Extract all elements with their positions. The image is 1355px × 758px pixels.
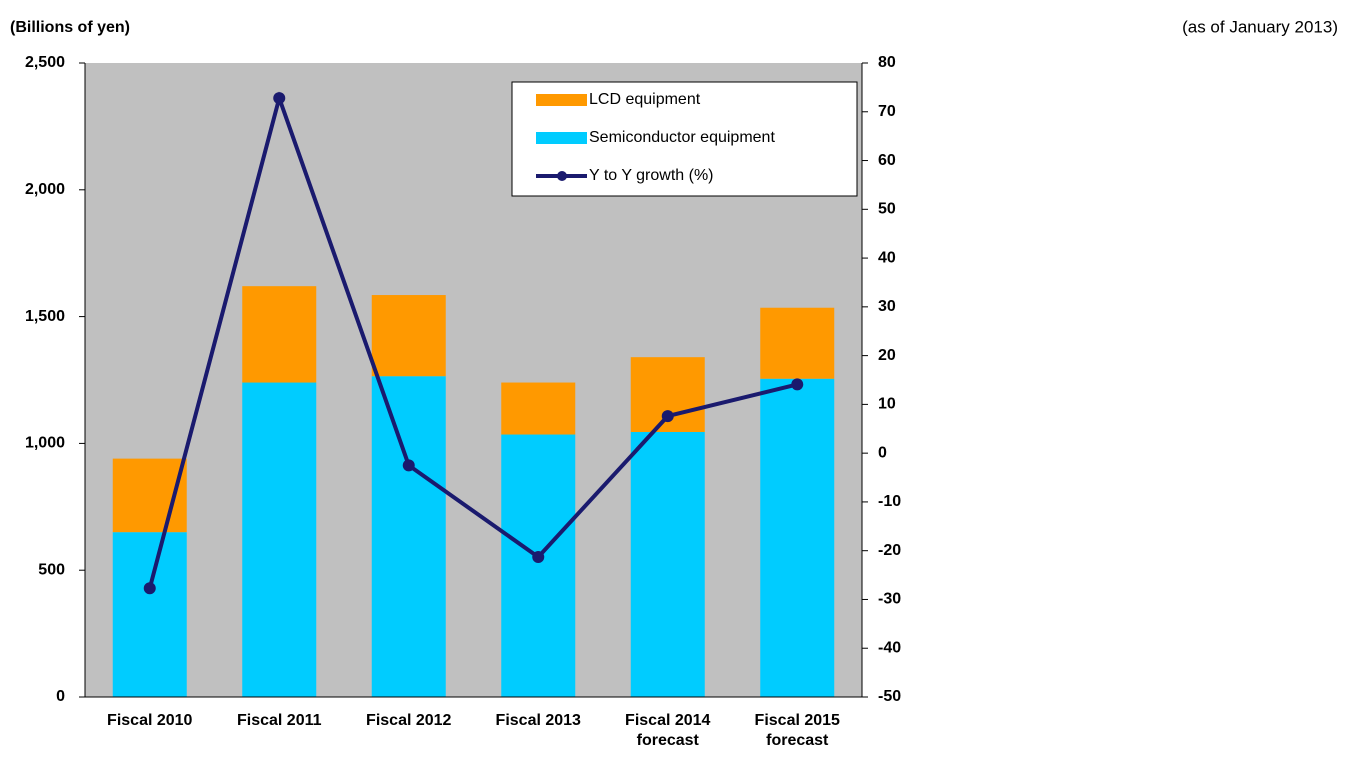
bar [371, 376, 446, 697]
line-point [532, 551, 545, 564]
y-tick-label: 0 [56, 688, 65, 705]
y2-tick-label: -50 [878, 688, 901, 705]
y2-tick-label: 10 [878, 396, 896, 413]
x-tick-line: Fiscal 2014 [625, 712, 711, 729]
line-point [791, 378, 804, 391]
y2-tick-label: 80 [878, 54, 896, 71]
bar [242, 382, 317, 697]
legend-label: LCD equipment [589, 91, 701, 108]
legend-label: Y to Y growth (%) [589, 167, 714, 184]
y2-tick-label: 0 [878, 444, 887, 461]
bar [112, 532, 187, 697]
x-tick-line: forecast [637, 732, 700, 749]
y2-tick-label: 20 [878, 347, 896, 364]
line-point [402, 459, 415, 472]
line-point [661, 410, 674, 423]
x-tick-label: Fiscal 2014 forecast [625, 712, 711, 749]
legend-swatch [536, 94, 587, 106]
y2-tick-label: 60 [878, 152, 896, 169]
bar [501, 434, 576, 697]
y2-tick-label: -10 [878, 493, 901, 510]
line-series [147, 91, 798, 589]
legend-swatch [536, 132, 587, 144]
x-tick-label: Fiscal 2010 [107, 712, 193, 729]
line-point [273, 92, 286, 105]
legend-label: Semiconductor equipment [589, 129, 775, 146]
y2-tick-label: -20 [878, 542, 901, 559]
y-tick-label: 1,000 [25, 435, 65, 452]
x-tick-label: Fiscal 2015 forecast [755, 712, 841, 749]
bar [630, 431, 705, 697]
y-tick-label: 2,000 [25, 181, 65, 198]
legend-swatch [557, 171, 567, 181]
y2-tick-label: -30 [878, 591, 901, 608]
y2-tick-label: -40 [878, 639, 901, 656]
y-tick-label: 2,500 [25, 54, 65, 71]
x-tick-line: Fiscal 2015 [755, 712, 841, 729]
line-point [143, 582, 156, 595]
y2-tick-label: 50 [878, 201, 896, 218]
x-tick-label: Fiscal 2013 [496, 712, 582, 729]
y-tick-label: 1,500 [25, 308, 65, 325]
annotation: (as of January 2013) [1182, 17, 1338, 36]
y-tick-label: 500 [38, 561, 65, 578]
bar [760, 378, 835, 697]
y-axis-label: (Billions of yen) [10, 19, 130, 36]
x-tick-label: Fiscal 2011 [237, 712, 322, 729]
bar [242, 286, 317, 383]
x-tick-label: Fiscal 2012 [366, 712, 452, 729]
bar [760, 307, 835, 379]
y2-tick-label: 70 [878, 103, 896, 120]
bar [501, 382, 576, 435]
y2-tick-label: 40 [878, 249, 896, 266]
x-tick-line: forecast [766, 732, 829, 749]
bar [371, 295, 446, 377]
y2-tick-label: 30 [878, 298, 896, 315]
